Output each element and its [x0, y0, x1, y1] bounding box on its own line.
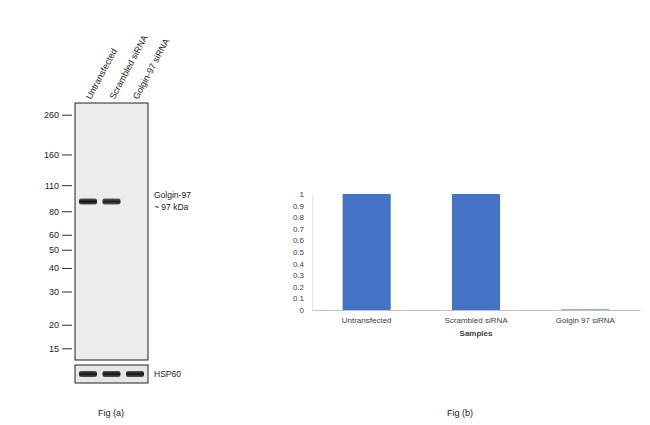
bar — [452, 194, 500, 310]
marker-tick-line — [62, 235, 72, 236]
marker-axis-line — [62, 104, 73, 361]
y-tick: 0.7 — [293, 225, 312, 234]
marker-tick-line — [62, 211, 72, 212]
x-tick: Scrambled siRNA — [444, 310, 508, 325]
y-tick: 0.1 — [293, 294, 312, 303]
x-axis-line — [313, 310, 641, 311]
loading-band — [79, 371, 97, 377]
target-band — [103, 199, 121, 205]
lane-label: Golgin-97 siRNA — [131, 37, 171, 101]
bar — [561, 309, 609, 310]
marker-tick: 60 — [49, 230, 72, 240]
y-tick-label: 0.2 — [293, 283, 305, 292]
x-axis: Untransfected Scrambled siRNA Golgin 97 si… — [313, 310, 641, 325]
marker-tick: 260 — [44, 110, 72, 120]
y-tick: 0.2 — [293, 283, 312, 292]
marker-label: 260 — [44, 110, 59, 120]
marker-tick: 110 — [45, 181, 72, 191]
y-tick: 0.9 — [293, 202, 312, 211]
bar — [343, 194, 391, 310]
y-tick-label: 0.1 — [293, 294, 305, 303]
x-tick-label: Scrambled siRNA — [444, 316, 508, 325]
y-tick-label: 0.5 — [293, 248, 305, 257]
y-tick-label: 0.8 — [293, 213, 305, 222]
loading-bands — [79, 371, 144, 377]
marker-label: 20 — [49, 320, 59, 330]
loading-label: HSP60 — [154, 369, 181, 379]
marker-tick-line — [62, 348, 72, 349]
marker-label: 110 — [45, 181, 59, 191]
blot-panel: 26016011080605040302015UntransfectedScra… — [44, 34, 191, 383]
y-axis: 0 0.1 0.2 0.3 0.4 0.5 0.6 0.7 0.8 0.9 1 — [293, 190, 313, 315]
marker-tick-line — [62, 185, 72, 186]
y-tick: 0.6 — [293, 236, 312, 245]
marker-tick-line — [62, 250, 72, 251]
loading-band — [103, 371, 121, 377]
marker-tick: 30 — [49, 287, 72, 297]
y-tick-label: 1 — [300, 190, 305, 199]
y-tick: 1 — [300, 190, 312, 199]
caption: Fig (b) — [447, 408, 473, 418]
marker-tick: 160 — [44, 150, 72, 160]
y-axis-line — [312, 195, 313, 311]
marker-label: 160 — [44, 150, 59, 160]
y-tick-label: 0.9 — [293, 202, 305, 211]
marker-tick-line — [62, 325, 72, 326]
y-tick: 0.4 — [293, 260, 312, 269]
marker-tick-line — [62, 268, 72, 269]
target-band — [79, 199, 97, 205]
x-tick-label: Untransfected — [342, 316, 392, 325]
y-tick-label: 0 — [300, 306, 305, 315]
marker-label: 60 — [49, 230, 59, 240]
y-tick: 0.5 — [293, 248, 312, 257]
y-tick-label: 0.7 — [293, 225, 305, 234]
marker-label: 30 — [49, 287, 59, 297]
marker-tick: 20 — [49, 320, 72, 330]
loading-band — [126, 371, 144, 377]
marker-tick: 80 — [49, 207, 72, 217]
marker-tick: 15 — [49, 344, 72, 354]
marker-tick-line — [62, 292, 72, 293]
figure: 260 160 110 80 60 50 40 30 20 15 Untransfected Scra… — [0, 0, 650, 425]
bars — [343, 194, 610, 310]
loading-frame — [75, 365, 148, 383]
y-tick-label: 0.4 — [293, 260, 305, 269]
band-size: ~ 97 kDa — [154, 202, 189, 212]
band-label: Golgin-97 — [154, 190, 191, 200]
marker-tick-line — [62, 154, 72, 155]
marker-tick-line — [62, 115, 72, 116]
y-tick: 0 — [300, 306, 312, 315]
marker-label: 80 — [49, 207, 59, 217]
blot-frame — [75, 103, 148, 360]
y-tick-label: 0.3 — [293, 271, 305, 280]
x-tick: Golgin 97 siRNA — [556, 310, 616, 325]
marker-axis: 260 160 110 80 60 50 40 30 20 15 — [44, 104, 73, 361]
x-tick: Untransfected — [342, 310, 392, 325]
marker-tick: 50 — [49, 245, 72, 255]
x-tick-label: Golgin 97 siRNA — [556, 316, 616, 325]
y-tick: 0.8 — [293, 213, 312, 222]
y-tick-label: 0.6 — [293, 236, 305, 245]
blot-bands — [79, 199, 144, 205]
bar-chart: 0 0.1 0.2 0.3 0.4 0.5 0.6 0.7 0.8 0.9 1 Untransfect… — [293, 190, 641, 338]
y-tick: 0.3 — [293, 271, 312, 280]
caption: Fig (a) — [98, 408, 124, 418]
x-axis-title: Samples — [460, 329, 493, 338]
marker-tick: 40 — [49, 263, 72, 273]
marker-label: 40 — [49, 263, 59, 273]
marker-label: 15 — [49, 344, 59, 354]
marker-label: 50 — [49, 245, 59, 255]
